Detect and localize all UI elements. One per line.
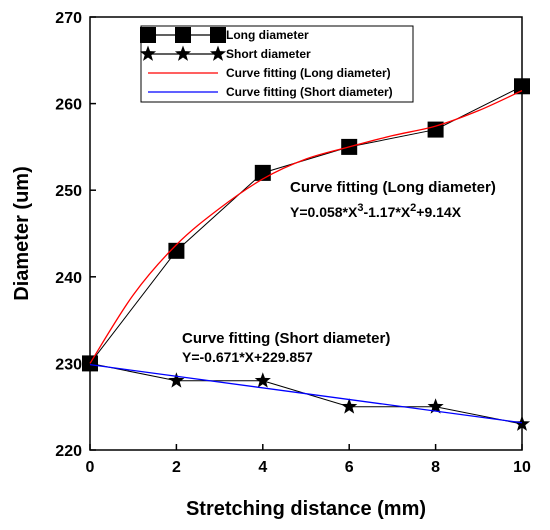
- data-point-star: [513, 415, 531, 431]
- annotations: Curve fitting (Long diameter) Y=0.058*X3…: [182, 179, 496, 365]
- legend-item-1: Long diameter: [140, 27, 309, 43]
- legend-marker-star: [174, 45, 192, 61]
- x-axis-title: Stretching distance (mm): [186, 498, 426, 520]
- plot-frame: [89, 16, 523, 451]
- x-tick-label: 2: [172, 459, 181, 476]
- annotation-long-eq-sup: 3: [357, 202, 363, 214]
- legend-box: [140, 25, 414, 103]
- legend-marker-square: [175, 27, 191, 43]
- x-tick-label: 4: [258, 459, 267, 476]
- x-tick-label: 0: [86, 459, 95, 476]
- series-line-4: [89, 363, 523, 424]
- legend-item-3: Curve fitting (Long diameter): [148, 66, 391, 80]
- axes: 0 2 4 6 8 10 220 230 240 250 260 270 Stretching dist…: [11, 10, 531, 520]
- annotation-long-eq-part: -1.17*X: [363, 204, 410, 220]
- legend-item-4: Curve fitting (Short diameter): [148, 85, 393, 99]
- series-layer: [81, 78, 531, 431]
- y-tick-label: 240: [55, 270, 82, 287]
- legend-marker-star: [209, 45, 227, 61]
- data-point-star: [427, 398, 444, 414]
- series-line-1: [89, 85, 523, 364]
- x-tick-label: 10: [513, 459, 531, 476]
- series-1: [82, 78, 530, 372]
- annotation-long-eq-sup: 2: [410, 202, 416, 214]
- data-point-star: [341, 398, 358, 414]
- legend-marker-square: [210, 27, 226, 43]
- legend-item-2: Short diameter: [139, 45, 311, 61]
- annotation-long-eq-part: +9.14X: [416, 204, 461, 220]
- series-line-3: [89, 90, 523, 364]
- data-point-star: [168, 372, 185, 388]
- y-tick-label: 250: [55, 183, 82, 200]
- y-tick-label: 220: [55, 443, 82, 460]
- x-tick-label: 6: [345, 459, 354, 476]
- y-axis-title: Diameter (um): [11, 166, 33, 300]
- series-3: [89, 90, 523, 364]
- legend: Long diameter Short diameter Curve fitting…: [139, 25, 414, 103]
- legend-label: Curve fitting (Short diameter): [226, 85, 393, 99]
- annotation-long-title: Curve fitting (Long diameter): [290, 179, 496, 196]
- y-tick-label: 270: [55, 10, 82, 27]
- legend-label: Long diameter: [226, 28, 309, 42]
- annotation-long-equation: Y=0.058*X3-1.17*X2+9.14X: [290, 202, 462, 220]
- series-2: [81, 354, 531, 431]
- legend-marker-star: [139, 45, 157, 61]
- legend-label: Short diameter: [226, 47, 311, 61]
- y-tick-label: 230: [55, 356, 82, 373]
- annotation-short-title: Curve fitting (Short diameter): [182, 330, 390, 347]
- data-point-square: [514, 78, 530, 95]
- annotation-long-eq-part: Y=0.058*X: [290, 204, 358, 220]
- legend-marker-square: [140, 27, 156, 43]
- series-4: [89, 363, 523, 424]
- legend-label: Curve fitting (Long diameter): [226, 66, 391, 80]
- data-point-square: [168, 242, 185, 259]
- annotation-short-equation: Y=-0.671*X+229.857: [182, 349, 313, 365]
- x-tick-label: 8: [431, 459, 440, 476]
- y-tick-label: 260: [55, 97, 82, 114]
- data-point-star: [254, 372, 271, 388]
